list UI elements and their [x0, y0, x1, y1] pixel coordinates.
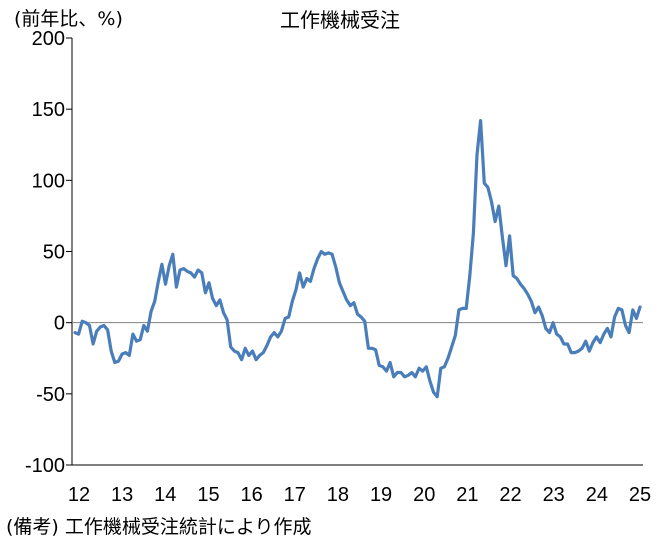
x-tick-label: 25 [629, 484, 651, 506]
x-tick-label: 16 [240, 484, 262, 506]
y-tick-label: 200 [32, 28, 65, 50]
y-tick-label: 150 [32, 99, 65, 121]
x-tick-label: 24 [586, 484, 608, 506]
x-tick-label: 22 [499, 484, 521, 506]
chart-title: 工作機械受注 [280, 8, 400, 32]
y-tick-label: -100 [25, 455, 65, 477]
x-tick-label: 14 [154, 484, 176, 506]
x-tick-label: 17 [284, 484, 306, 506]
x-tick-label: 21 [456, 484, 478, 506]
x-tick-label: 18 [327, 484, 349, 506]
y-tick-label: 100 [32, 170, 65, 192]
series-line [73, 118, 642, 399]
x-tick-label: 13 [111, 484, 133, 506]
source-note: (備考) 工作機械受注統計により作成 [6, 516, 312, 538]
x-tick-label: 23 [543, 484, 565, 506]
x-tick-label: 19 [370, 484, 392, 506]
x-tick-label: 12 [68, 484, 90, 506]
y-tick-label: -50 [36, 384, 65, 406]
x-tick-label: 15 [197, 484, 219, 506]
y-tick-label: 0 [54, 313, 65, 335]
x-tick-label: 20 [413, 484, 435, 506]
unit-label: (前年比、%) [14, 8, 123, 30]
y-tick-label: 50 [43, 242, 65, 264]
